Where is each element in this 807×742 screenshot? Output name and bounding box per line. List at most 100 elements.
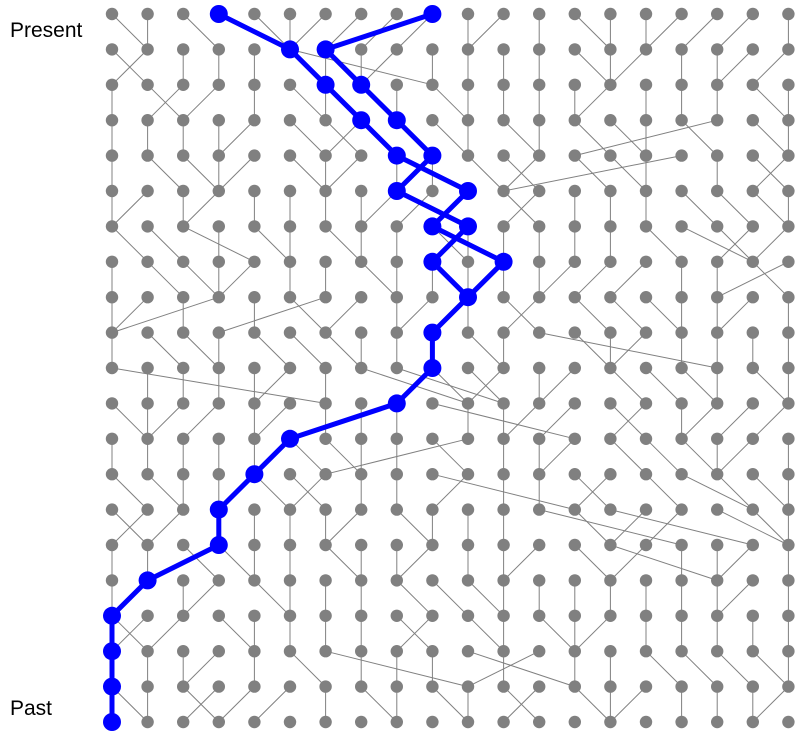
individual-node [319,255,332,268]
parent-link [503,119,540,156]
individual-node [604,78,617,92]
parent-link [752,261,789,298]
individual-node [497,503,510,516]
individual-node [639,574,653,587]
parent-link [716,403,754,440]
individual-node [177,503,190,516]
lineage-individuals [103,5,513,731]
individual-node [461,43,475,56]
individual-node [711,361,724,375]
parent-link [182,650,220,687]
individual-node [105,43,119,56]
parent-link [610,544,647,581]
parent-link [147,332,184,369]
parent-link [147,261,184,298]
individual-node [639,645,653,658]
parent-link [503,544,540,581]
individual-node [746,43,759,56]
parent-link [325,438,362,475]
individual-node [639,397,653,410]
lineage-node [103,606,121,625]
individual-node [568,361,581,375]
parent-link [716,13,754,50]
parent-link [432,438,469,475]
individual-node [177,291,190,304]
individual-node [604,468,617,481]
individual-node [141,291,154,304]
individual-node [604,680,617,693]
individual-node [639,114,653,127]
individual-node [177,609,190,622]
individual-node [497,680,510,693]
individual-node [568,220,581,233]
parent-link [610,261,647,298]
individual-node [782,255,795,268]
individual-node [497,609,510,622]
individual-node [533,184,546,198]
individual-node [711,43,724,56]
parent-link [752,686,789,723]
individual-node [568,609,581,622]
individual-node [639,78,653,92]
parent-link [289,84,326,121]
individual-node [461,609,475,622]
individual-node [248,609,261,622]
individual-node [604,645,617,658]
individual-node [319,7,332,21]
individual-node [639,468,653,481]
individual-node [568,255,581,268]
individual-node [319,609,332,622]
individual-node [675,361,688,375]
individual-node [782,397,795,410]
individual-node [177,397,190,410]
individual-node [283,574,297,587]
individual-node [105,184,119,198]
parent-link [182,544,220,581]
parent-link [432,119,469,156]
individual-node [283,149,297,162]
parent-link [610,296,647,333]
lineage-node [103,713,121,731]
parent-link [574,84,611,121]
individual-node [390,291,403,304]
individual-node [533,538,546,552]
individual-node [283,715,297,729]
individual-node [782,538,795,552]
parent-link [752,650,789,687]
parent-link [147,84,184,121]
individual-node [782,43,795,56]
individual-node [711,645,724,658]
parent-link [716,261,789,298]
individual-node [461,715,475,729]
parent-link [574,509,611,546]
individual-node [355,468,368,481]
individual-node [212,220,225,233]
parent-link [360,686,398,723]
individual-node [355,609,368,622]
individual-node [782,78,795,92]
individual-node [141,149,154,162]
parent-link [610,509,753,546]
parent-link [218,119,255,156]
individual-node [639,220,653,233]
individual-node [711,255,724,268]
individual-node [319,503,332,516]
individual-node [177,361,190,375]
individual-node [319,220,332,233]
parent-link [681,367,718,404]
parent-link [111,473,148,510]
individual-node [177,114,190,127]
individual-node [639,432,653,445]
individual-node [568,7,581,21]
individual-node [675,326,688,339]
parent-link [325,438,469,475]
individual-node [248,397,261,410]
individual-node [141,397,154,410]
individual-node [283,114,297,127]
individual-node [426,715,439,729]
parent-link [752,403,789,440]
individual-node [675,503,688,516]
lineage-node [103,677,121,696]
individual-node [746,680,759,693]
individual-node [497,43,510,56]
